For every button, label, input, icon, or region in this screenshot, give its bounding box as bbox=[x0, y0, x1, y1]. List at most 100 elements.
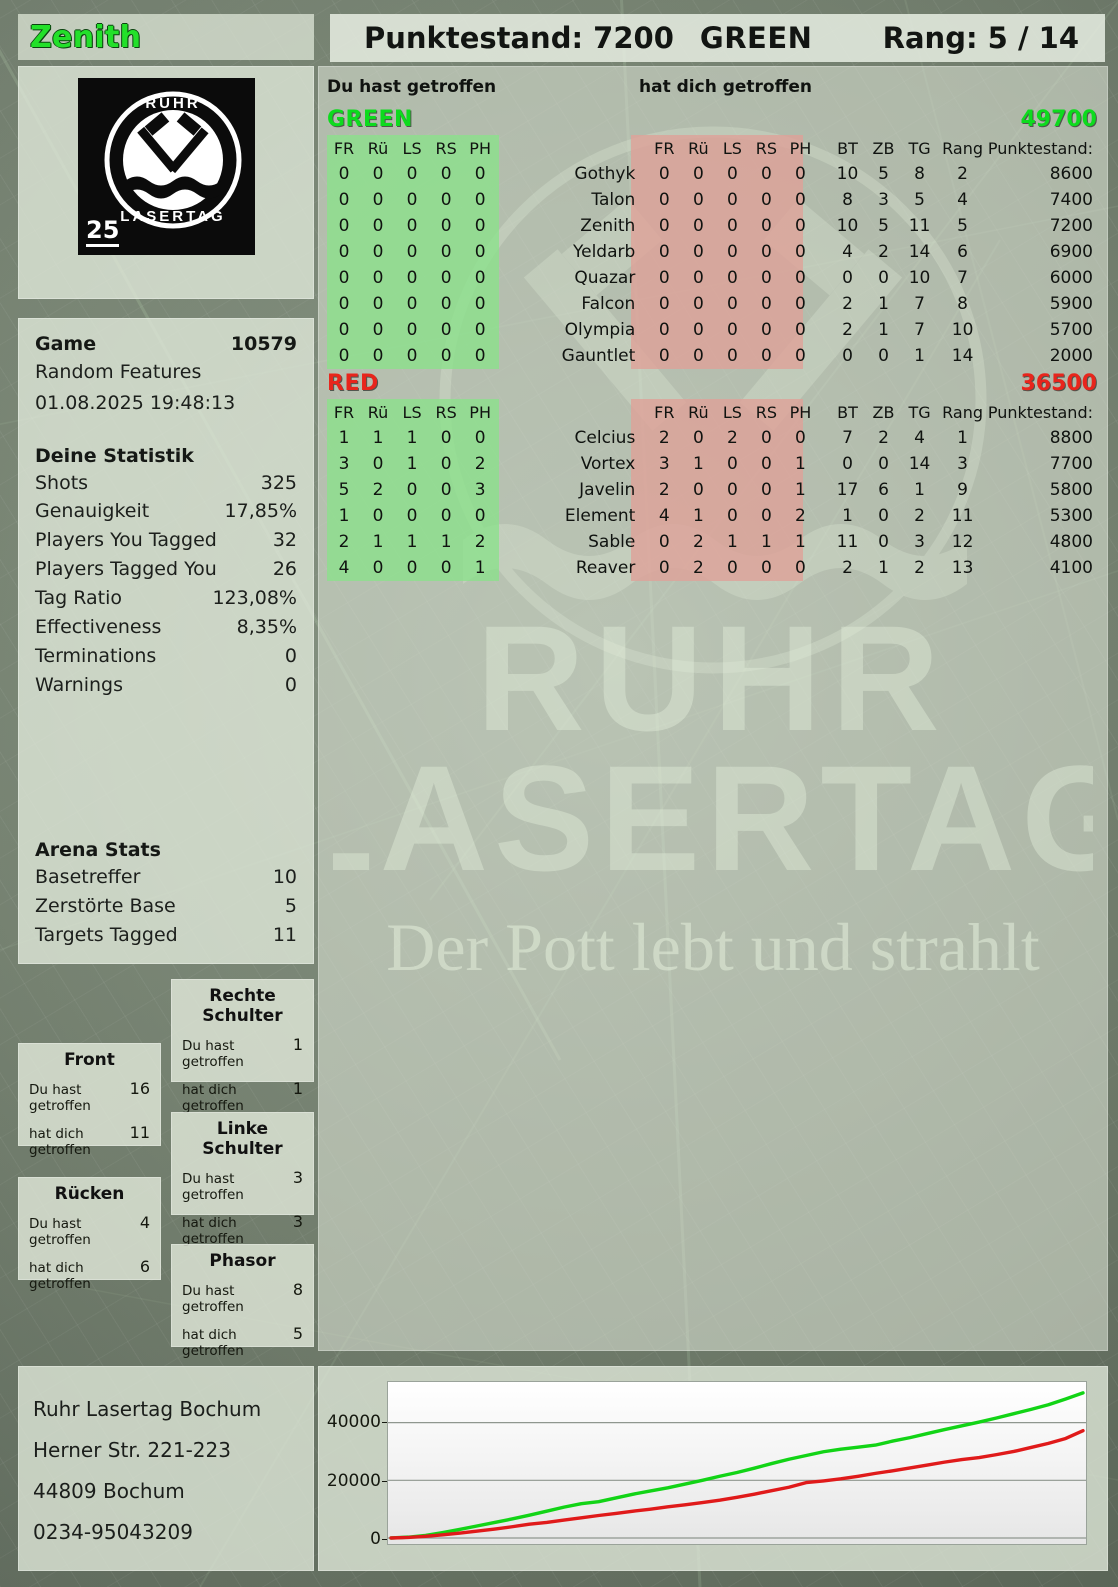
table-row[interactable]: 0 0 0 0 0 Gauntlet 0 0 0 0 0 0 0 1 14 2000 bbox=[327, 343, 1101, 369]
cell-gap bbox=[817, 425, 829, 451]
cell-got-Rü: 0 bbox=[692, 294, 704, 314]
cell-got-PH: 0 bbox=[795, 268, 806, 288]
your-stats-list: Shots 325 Genauigkeit 17,85% Players You Tag… bbox=[35, 469, 297, 700]
table-row[interactable]: 0 0 0 0 0 Olympia 0 0 0 0 0 2 1 7 10 5700 bbox=[327, 317, 1101, 343]
bodypart-row-label: Du hast getroffen bbox=[29, 1216, 91, 1248]
col-header-got-LS: LS bbox=[722, 138, 742, 158]
cell-zb: 0 bbox=[878, 506, 889, 526]
cell-gap bbox=[817, 555, 829, 581]
cell-hit-PH: 0 bbox=[474, 320, 486, 340]
bodypart-title: Front bbox=[64, 1050, 115, 1070]
scoreboard-panel: Du hast getroffen hat dich getroffen GRE… bbox=[318, 66, 1108, 1351]
cell-gap bbox=[817, 291, 829, 317]
stat-label: Zerstörte Base bbox=[35, 894, 176, 917]
cell-got-LS: 0 bbox=[726, 454, 738, 474]
cell-player-name: Talon bbox=[591, 190, 636, 210]
col-header-hit-RS: RS bbox=[435, 138, 457, 158]
cell-hit-FR: 5 bbox=[338, 480, 350, 500]
cell-zb: 0 bbox=[878, 454, 889, 474]
cell-hit-PH: 3 bbox=[474, 480, 486, 500]
cell-hit-Rü: 0 bbox=[372, 294, 384, 314]
bodypart-title: Rücken bbox=[54, 1184, 125, 1204]
cell-got-PH: 0 bbox=[795, 164, 806, 184]
cell-bt: 2 bbox=[842, 320, 853, 340]
table-row[interactable]: 1 0 0 0 0 Element 4 1 0 0 2 1 0 2 11 5300 bbox=[327, 503, 1101, 529]
cell-tg: 2 bbox=[914, 506, 925, 526]
cell-gap bbox=[817, 265, 829, 291]
cell-zb: 1 bbox=[878, 558, 889, 578]
table-row[interactable]: 0 0 0 0 0 Falcon 0 0 0 0 0 2 1 7 8 5900 bbox=[327, 291, 1101, 317]
cell-hit-LS: 0 bbox=[406, 216, 418, 236]
cell-player-name: Celcius bbox=[574, 428, 636, 448]
cell-got-RS: 0 bbox=[761, 294, 772, 314]
col-header-points: Punktestand: bbox=[987, 138, 1093, 158]
cell-hit-Rü: 1 bbox=[372, 428, 384, 448]
table-row[interactable]: 2 1 1 1 2 Sable 0 2 1 1 1 11 0 3 12 4800 bbox=[327, 529, 1101, 555]
cell-points: 5900 bbox=[1049, 294, 1093, 314]
cell-bt: 2 bbox=[842, 558, 853, 578]
cell-hit-Rü: 0 bbox=[372, 506, 384, 526]
table-row[interactable]: 0 0 0 0 0 Zenith 0 0 0 0 0 10 5 11 5 7200 bbox=[327, 213, 1101, 239]
cell-points: 2000 bbox=[1049, 346, 1093, 366]
cell-hit-Rü: 0 bbox=[372, 558, 384, 578]
cell-rang: 6 bbox=[957, 242, 968, 262]
stat-row: Basetreffer 10 bbox=[35, 863, 297, 892]
col-header-hit-Rü: Rü bbox=[367, 402, 389, 422]
cell-player-name: Falcon bbox=[581, 294, 636, 314]
cell-got-RS: 0 bbox=[761, 216, 772, 236]
cell-hit-PH: 0 bbox=[474, 506, 486, 526]
cell-rang: 10 bbox=[951, 320, 974, 340]
cell-hit-PH: 0 bbox=[474, 190, 486, 210]
bodypart-row-label: Du hast getroffen bbox=[182, 1283, 244, 1315]
table-row[interactable]: 0 0 0 0 0 Quazar 0 0 0 0 0 0 0 10 7 6000 bbox=[327, 265, 1101, 291]
cell-rang: 12 bbox=[951, 532, 974, 552]
col-header-hit-RS: RS bbox=[435, 402, 457, 422]
cell-got-RS: 0 bbox=[761, 558, 772, 578]
col-header-got-LS: LS bbox=[722, 402, 742, 422]
cell-hit-FR: 0 bbox=[338, 216, 350, 236]
cell-got-RS: 0 bbox=[761, 346, 772, 366]
cell-hit-Rü: 1 bbox=[372, 532, 384, 552]
table-row[interactable]: 0 0 0 0 0 Gothyk 0 0 0 0 0 10 5 8 2 8600 bbox=[327, 161, 1101, 187]
game-id: 10579 bbox=[230, 333, 297, 355]
table-row[interactable]: 1 1 1 0 0 Celcius 2 0 2 0 0 7 2 4 1 8800 bbox=[327, 425, 1101, 451]
stat-row: Warnings 0 bbox=[35, 671, 297, 700]
you-hit-column-band bbox=[327, 135, 499, 369]
cell-tg: 11 bbox=[908, 216, 931, 236]
col-header-player bbox=[497, 135, 647, 161]
stat-label: Terminations bbox=[35, 644, 157, 667]
table-row[interactable]: 0 0 0 0 0 Yeldarb 0 0 0 0 0 4 2 14 6 6900 bbox=[327, 239, 1101, 265]
cell-tg: 8 bbox=[914, 164, 925, 184]
cell-got-RS: 0 bbox=[761, 320, 772, 340]
bodypart-row-label: hat dich getroffen bbox=[182, 1082, 244, 1114]
cell-got-FR: 0 bbox=[658, 216, 670, 236]
table-row[interactable]: 4 0 0 0 1 Reaver 0 2 0 0 0 2 1 2 13 4100 bbox=[327, 555, 1101, 581]
cell-got-FR: 0 bbox=[658, 558, 670, 578]
cell-hit-PH: 1 bbox=[474, 558, 486, 578]
chart-series-red bbox=[391, 1431, 1083, 1538]
col-header-hit-FR: FR bbox=[333, 402, 355, 422]
table-row[interactable]: 0 0 0 0 0 Talon 0 0 0 0 0 8 3 5 4 7400 bbox=[327, 187, 1101, 213]
rank-display: Rang: 5 / 14 bbox=[883, 21, 1079, 55]
rank-value: 5 / 14 bbox=[987, 21, 1079, 55]
cell-tg: 1 bbox=[914, 346, 925, 366]
cell-hit-Rü: 2 bbox=[372, 480, 384, 500]
cell-rang: 8 bbox=[957, 294, 968, 314]
cell-points: 5300 bbox=[1049, 506, 1093, 526]
col-header-hit-PH: PH bbox=[469, 138, 491, 158]
stat-value: 0 bbox=[284, 673, 297, 696]
bodypart-row-value: 1 bbox=[292, 1079, 303, 1098]
cell-got-LS: 0 bbox=[726, 320, 738, 340]
stat-label: Tag Ratio bbox=[35, 587, 122, 610]
stat-row: Zerstörte Base 5 bbox=[35, 892, 297, 921]
cell-tg: 14 bbox=[908, 454, 931, 474]
table-row[interactable]: 5 2 0 0 3 Javelin 2 0 0 0 1 17 6 1 9 5800 bbox=[327, 477, 1101, 503]
cell-points: 5700 bbox=[1049, 320, 1093, 340]
cell-hit-LS: 1 bbox=[406, 532, 418, 552]
cell-zb: 0 bbox=[878, 346, 889, 366]
table-row[interactable]: 3 0 1 0 2 Vortex 3 1 0 0 1 0 0 14 3 7700 bbox=[327, 451, 1101, 477]
cell-got-PH: 0 bbox=[795, 320, 806, 340]
chart-ytick-label: 0 bbox=[370, 1529, 389, 1549]
cell-player-name: Vortex bbox=[580, 454, 636, 474]
cell-tg: 4 bbox=[914, 428, 925, 448]
